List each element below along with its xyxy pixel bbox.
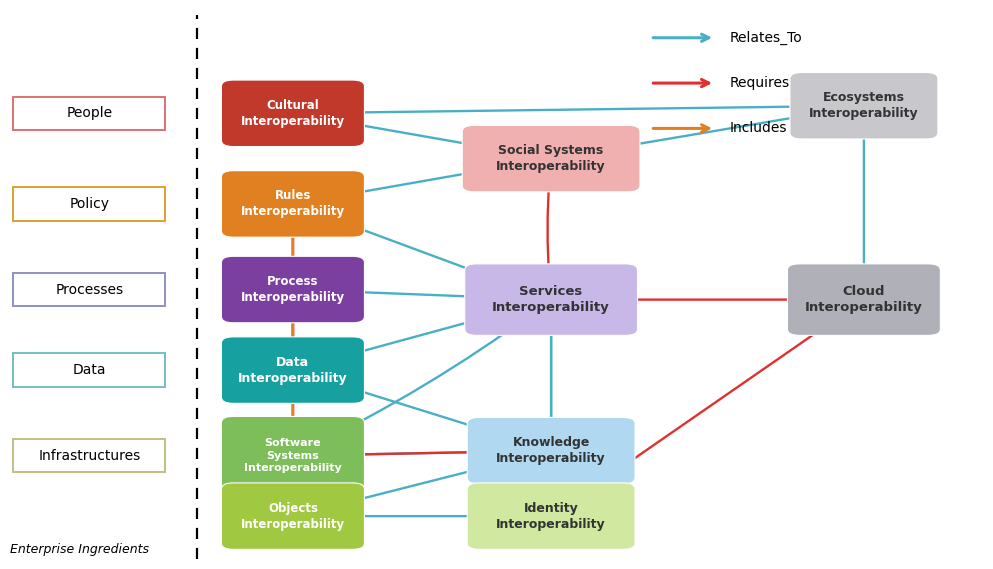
FancyBboxPatch shape bbox=[790, 72, 937, 139]
FancyBboxPatch shape bbox=[14, 97, 165, 130]
Text: Process
Interoperability: Process Interoperability bbox=[241, 275, 345, 304]
FancyBboxPatch shape bbox=[221, 337, 364, 403]
Text: Identity
Interoperability: Identity Interoperability bbox=[496, 502, 606, 531]
FancyBboxPatch shape bbox=[221, 171, 364, 237]
Text: Infrastructures: Infrastructures bbox=[39, 449, 140, 463]
Text: Enterprise Ingredients: Enterprise Ingredients bbox=[10, 543, 149, 556]
Text: Rules
Interoperability: Rules Interoperability bbox=[241, 189, 345, 218]
FancyBboxPatch shape bbox=[468, 418, 636, 484]
Text: Ecosystems
Interoperability: Ecosystems Interoperability bbox=[809, 91, 919, 120]
Text: Relates_To: Relates_To bbox=[730, 31, 802, 45]
FancyBboxPatch shape bbox=[14, 273, 165, 306]
Text: Cloud
Interoperability: Cloud Interoperability bbox=[805, 285, 922, 314]
Text: Social Systems
Interoperability: Social Systems Interoperability bbox=[496, 144, 606, 173]
FancyBboxPatch shape bbox=[221, 483, 364, 549]
FancyBboxPatch shape bbox=[221, 417, 364, 495]
FancyBboxPatch shape bbox=[14, 439, 165, 472]
Text: Includes: Includes bbox=[730, 121, 787, 135]
FancyBboxPatch shape bbox=[221, 256, 364, 323]
Text: Software
Systems
Interoperability: Software Systems Interoperability bbox=[244, 438, 342, 473]
FancyBboxPatch shape bbox=[14, 353, 165, 387]
FancyBboxPatch shape bbox=[465, 264, 638, 335]
Text: Cultural
Interoperability: Cultural Interoperability bbox=[241, 99, 345, 128]
Text: Data: Data bbox=[72, 363, 106, 377]
FancyBboxPatch shape bbox=[221, 80, 364, 147]
FancyBboxPatch shape bbox=[14, 187, 165, 221]
Text: Objects
Interoperability: Objects Interoperability bbox=[241, 502, 345, 531]
Text: Services
Interoperability: Services Interoperability bbox=[493, 285, 610, 314]
FancyBboxPatch shape bbox=[463, 125, 640, 192]
Text: Knowledge
Interoperability: Knowledge Interoperability bbox=[496, 436, 606, 465]
Text: Requires: Requires bbox=[730, 76, 790, 90]
Text: People: People bbox=[67, 106, 112, 120]
Text: Data
Interoperability: Data Interoperability bbox=[238, 356, 348, 385]
FancyBboxPatch shape bbox=[468, 483, 636, 549]
Text: Policy: Policy bbox=[70, 197, 109, 211]
FancyBboxPatch shape bbox=[787, 264, 940, 335]
Text: Processes: Processes bbox=[56, 283, 123, 296]
